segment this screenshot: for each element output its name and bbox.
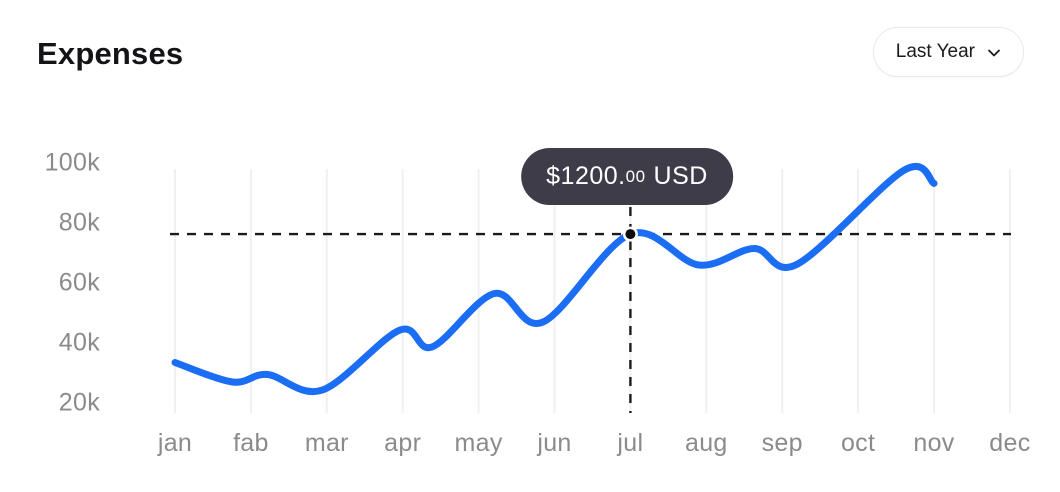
expenses-series-line — [171, 163, 938, 396]
y-tick-label-100k: 100k — [44, 148, 100, 177]
y-tick-label-40k: 40k — [58, 328, 100, 357]
x-tick-label-aug: aug — [684, 429, 728, 457]
x-tick-label-mar: mar — [304, 429, 349, 457]
y-tick-label-80k: 80k — [58, 208, 100, 237]
data-point-dot[interactable] — [625, 229, 636, 240]
y-axis: 100k 80k 60k 40k 20k — [0, 0, 100, 492]
chevron-down-icon — [985, 44, 1003, 62]
tooltip-currency: USD — [653, 162, 708, 190]
value-tooltip: $1200. 00 USD — [521, 148, 733, 205]
x-tick-label-oct: oct — [840, 429, 876, 457]
period-selector-label: Last Year — [895, 41, 975, 62]
x-tick-label-jun: jun — [537, 429, 572, 457]
x-tick-label-apr: apr — [384, 429, 422, 457]
tooltip-amount: $1200. — [546, 162, 626, 190]
page-title: Expenses — [37, 36, 184, 71]
x-tick-label-nov: nov — [913, 429, 955, 457]
tooltip-cents: 00 — [625, 166, 646, 186]
y-tick-label-20k: 20k — [58, 388, 100, 417]
x-tick-label-fab: fab — [233, 429, 269, 457]
period-selector-button[interactable]: Last Year — [872, 27, 1024, 77]
x-tick-label-sep: sep — [761, 429, 803, 457]
y-tick-label-60k: 60k — [58, 268, 100, 297]
x-tick-label-dec: dec — [989, 429, 1031, 457]
x-tick-label-jan: jan — [157, 429, 193, 457]
x-tick-label-jul: jul — [617, 429, 644, 457]
x-tick-label-may: may — [454, 429, 503, 457]
